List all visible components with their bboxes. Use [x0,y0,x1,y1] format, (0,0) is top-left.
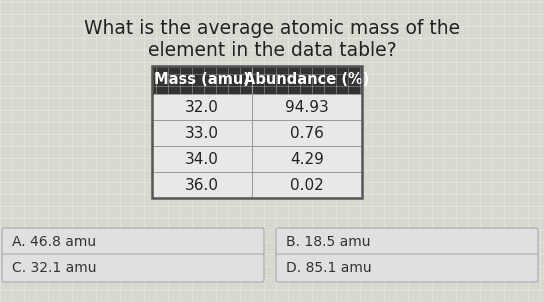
Text: C. 32.1 amu: C. 32.1 amu [12,261,96,275]
FancyBboxPatch shape [152,66,252,94]
Text: 94.93: 94.93 [285,99,329,114]
FancyBboxPatch shape [252,120,362,146]
FancyBboxPatch shape [252,66,362,94]
FancyBboxPatch shape [152,94,252,120]
Text: 0.76: 0.76 [290,126,324,140]
Text: 32.0: 32.0 [185,99,219,114]
Text: D. 85.1 amu: D. 85.1 amu [286,261,372,275]
Text: 33.0: 33.0 [185,126,219,140]
Text: What is the average atomic mass of the: What is the average atomic mass of the [84,20,460,38]
Text: 34.0: 34.0 [185,152,219,166]
Text: B. 18.5 amu: B. 18.5 amu [286,235,370,249]
Text: 36.0: 36.0 [185,178,219,192]
Text: Mass (amu): Mass (amu) [154,72,250,88]
Text: Abundance (%): Abundance (%) [244,72,370,88]
Text: A. 46.8 amu: A. 46.8 amu [12,235,96,249]
FancyBboxPatch shape [152,120,252,146]
FancyBboxPatch shape [2,228,264,256]
Text: 0.02: 0.02 [290,178,324,192]
FancyBboxPatch shape [152,146,252,172]
FancyBboxPatch shape [252,172,362,198]
FancyBboxPatch shape [252,94,362,120]
FancyBboxPatch shape [276,254,538,282]
Text: element in the data table?: element in the data table? [147,40,397,59]
FancyBboxPatch shape [252,146,362,172]
FancyBboxPatch shape [2,254,264,282]
FancyBboxPatch shape [152,172,252,198]
FancyBboxPatch shape [276,228,538,256]
Text: 4.29: 4.29 [290,152,324,166]
